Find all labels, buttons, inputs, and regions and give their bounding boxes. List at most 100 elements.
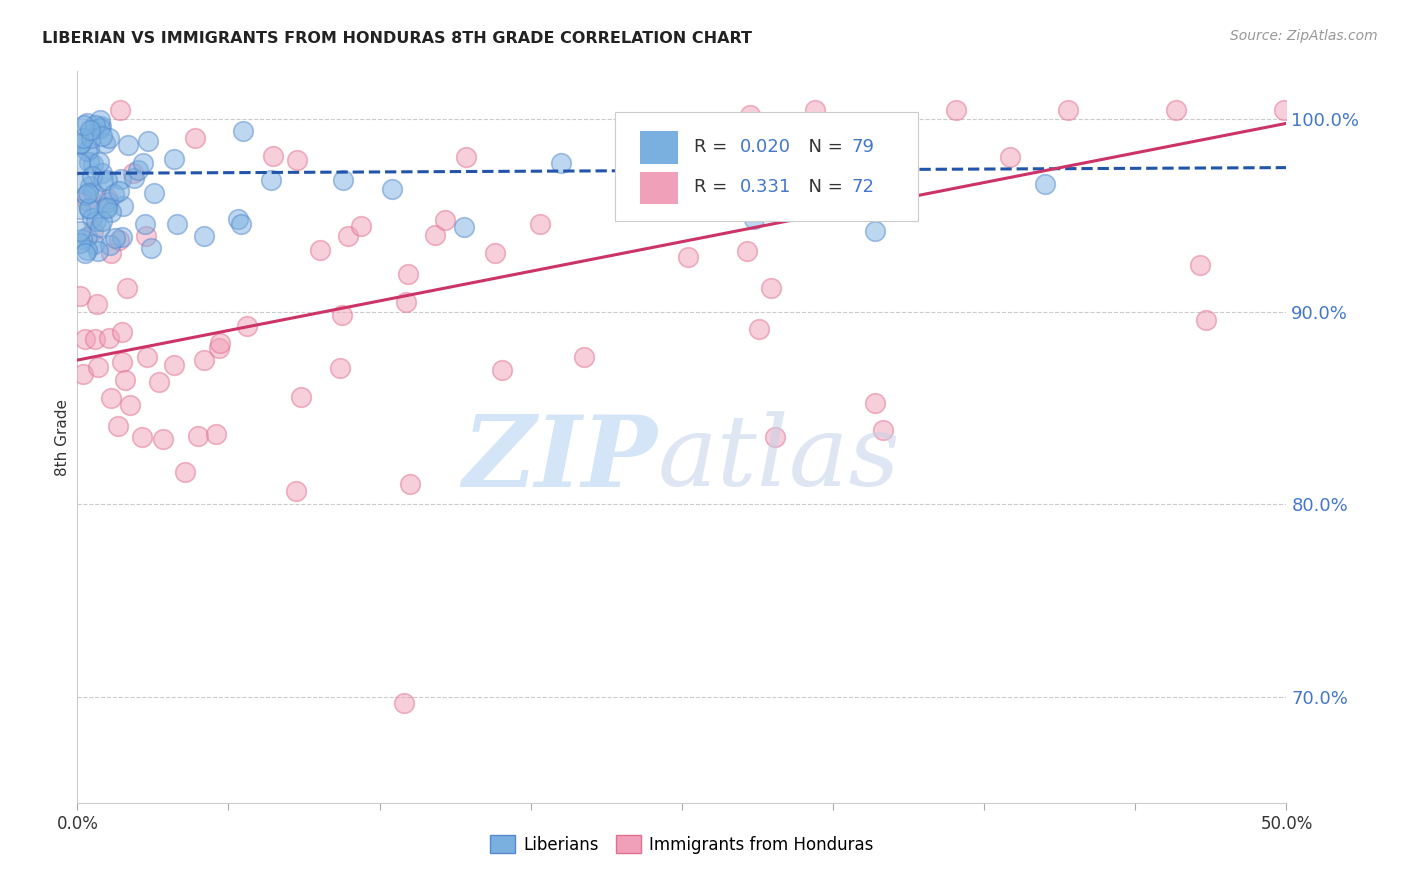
Point xyxy=(89,113,111,128)
Point xyxy=(236,318,259,333)
Point xyxy=(79,123,101,137)
FancyBboxPatch shape xyxy=(616,112,918,221)
Point xyxy=(110,171,132,186)
Point xyxy=(69,224,91,238)
Point xyxy=(80,211,103,226)
FancyBboxPatch shape xyxy=(640,171,678,204)
Text: 79: 79 xyxy=(851,137,875,156)
Point xyxy=(131,430,153,444)
Point xyxy=(75,332,97,346)
Point xyxy=(69,155,91,169)
Point xyxy=(91,166,114,180)
Text: 0.020: 0.020 xyxy=(740,137,792,156)
Point xyxy=(671,200,693,214)
Point xyxy=(208,336,231,351)
Point xyxy=(332,173,354,187)
Point xyxy=(77,202,100,217)
Point xyxy=(804,103,827,117)
Point xyxy=(100,245,122,260)
Point xyxy=(80,169,103,184)
Point xyxy=(143,186,166,200)
Text: atlas: atlas xyxy=(658,411,900,507)
Text: N =: N = xyxy=(797,137,848,156)
Point xyxy=(114,373,136,387)
Point xyxy=(69,202,91,216)
Point xyxy=(91,214,114,228)
Point xyxy=(82,122,104,136)
Point xyxy=(72,130,94,145)
Point xyxy=(89,121,111,136)
Point xyxy=(748,322,770,336)
Point xyxy=(134,218,156,232)
Point xyxy=(284,483,307,498)
Point xyxy=(491,363,513,377)
Text: ZIP: ZIP xyxy=(463,411,658,508)
Point xyxy=(94,136,117,150)
Point xyxy=(108,184,131,198)
Point xyxy=(76,230,98,244)
Point xyxy=(76,145,98,159)
Point xyxy=(574,350,596,364)
Point xyxy=(103,186,125,201)
Point xyxy=(127,163,149,178)
Point xyxy=(98,131,121,145)
Point xyxy=(193,229,215,244)
Point xyxy=(336,229,359,244)
Point xyxy=(82,157,104,171)
Point xyxy=(350,219,373,233)
Point xyxy=(637,168,659,182)
Point xyxy=(332,308,354,322)
Point xyxy=(166,217,188,231)
Point xyxy=(205,426,228,441)
Point xyxy=(381,181,404,195)
Point xyxy=(70,176,93,190)
Point xyxy=(1272,103,1295,117)
Point xyxy=(453,220,475,235)
Point xyxy=(91,129,114,144)
Y-axis label: 8th Grade: 8th Grade xyxy=(55,399,70,475)
Point xyxy=(86,214,108,228)
Point xyxy=(396,267,419,281)
Point xyxy=(83,236,105,251)
Point xyxy=(84,333,107,347)
Point xyxy=(80,130,103,145)
Text: N =: N = xyxy=(797,178,848,196)
Point xyxy=(738,107,761,121)
Point xyxy=(76,186,98,200)
Legend: Liberians, Immigrants from Honduras: Liberians, Immigrants from Honduras xyxy=(484,829,880,860)
Point xyxy=(69,236,91,251)
Point xyxy=(550,155,572,169)
Point xyxy=(136,350,159,364)
Point xyxy=(77,155,100,169)
Point xyxy=(94,200,117,214)
Point xyxy=(70,232,93,246)
Point xyxy=(77,202,100,216)
Point xyxy=(329,360,352,375)
Point xyxy=(72,367,94,381)
Point xyxy=(70,136,93,150)
Point xyxy=(107,418,129,433)
Point xyxy=(120,399,142,413)
Point xyxy=(89,220,111,235)
Point xyxy=(1189,258,1212,272)
Point xyxy=(395,294,418,309)
Point xyxy=(69,288,91,302)
Point xyxy=(135,228,157,243)
Point xyxy=(83,119,105,133)
Point xyxy=(139,241,162,255)
Point xyxy=(91,174,114,188)
Text: LIBERIAN VS IMMIGRANTS FROM HONDURAS 8TH GRADE CORRELATION CHART: LIBERIAN VS IMMIGRANTS FROM HONDURAS 8TH… xyxy=(42,31,752,46)
Point xyxy=(163,358,186,372)
Point xyxy=(87,155,110,169)
Point xyxy=(1033,177,1056,191)
Point xyxy=(111,325,134,339)
Point xyxy=(425,228,447,243)
Point xyxy=(865,224,887,238)
Point xyxy=(103,231,125,245)
Point xyxy=(1057,103,1080,117)
Point xyxy=(290,390,312,404)
Point xyxy=(115,281,138,295)
Point xyxy=(121,166,143,180)
Point xyxy=(73,118,96,132)
Point xyxy=(82,186,104,200)
